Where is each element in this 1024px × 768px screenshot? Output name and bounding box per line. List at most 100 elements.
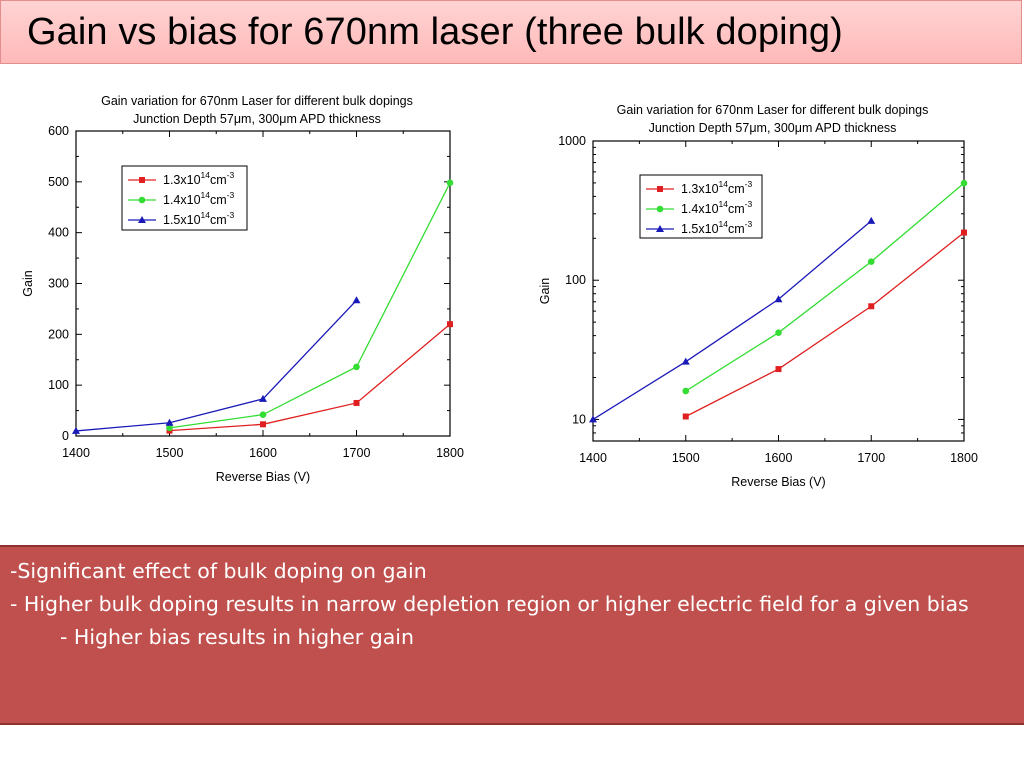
legend-marker [138, 216, 146, 223]
legend-label-unit-exponent: -3 [227, 210, 235, 220]
notes-box: -Significant effect of bulk doping on ga… [0, 545, 1024, 725]
data-point-series-1 [353, 399, 360, 406]
legend-label-base: 1.3x10 [681, 182, 719, 196]
legend-label-1: 1.3x1014cm-3 [681, 179, 753, 196]
x-tick-label: 1600 [249, 446, 277, 460]
legend-label-unit-exponent: -3 [227, 190, 235, 200]
data-point-series-3 [589, 415, 597, 423]
legend-marker [139, 177, 145, 183]
y-axis-label: Gain [21, 270, 35, 296]
slide-title: Gain vs bias for 670nm laser (three bulk… [27, 11, 843, 53]
chart-log-gain: Gain variation for 670nm Laser for diffe… [538, 103, 978, 489]
chart-title-line-1: Gain variation for 670nm Laser for diffe… [101, 94, 413, 108]
data-point-series-2 [446, 179, 454, 187]
x-axis-label: Reverse Bias (V) [731, 475, 825, 489]
legend-marker [657, 186, 663, 192]
data-point-series-3 [259, 394, 267, 402]
data-point-series-1 [260, 421, 266, 428]
data-point-series-3 [72, 426, 80, 434]
data-point-series-1 [775, 366, 782, 373]
x-tick-label: 1400 [579, 451, 607, 465]
legend: 1.3x1014cm-31.4x1014cm-31.5x1014cm-3 [639, 174, 763, 239]
x-tick-label: 1800 [950, 451, 978, 465]
data-point-series-2 [166, 424, 173, 432]
y-tick-label: 200 [48, 327, 69, 341]
data-point-series-3 [681, 357, 690, 365]
data-point-series-2 [775, 329, 782, 336]
y-tick-label: 1000 [558, 134, 586, 148]
data-point-series-1 [447, 321, 453, 328]
data-point-series-3 [867, 216, 876, 224]
legend: 1.3x1014cm-31.4x1014cm-31.5x1014cm-3 [121, 165, 248, 231]
legend-label-exponent: 14 [719, 199, 729, 209]
legend-label-unit: cm [728, 182, 745, 196]
series-line-3 [592, 220, 872, 420]
legend-marker [656, 205, 664, 213]
y-axis-label: Gain [538, 278, 552, 304]
title-bar: Gain vs bias for 670nm laser (three bulk… [0, 0, 1022, 64]
x-tick-label: 1700 [857, 451, 885, 465]
data-point-series-2 [353, 363, 360, 371]
series-line-2 [685, 182, 965, 392]
series-line-1 [685, 232, 965, 418]
note-line-3: - Higher bias results in higher gain [60, 625, 414, 649]
data-point-series-1 [868, 303, 875, 310]
series-line-2 [169, 182, 451, 429]
y-tick-label: 300 [48, 277, 69, 291]
y-tick-label: 10 [572, 412, 586, 426]
legend-label-unit: cm [210, 173, 227, 187]
legend-label-base: 1.4x10 [681, 202, 719, 216]
data-point-series-1 [682, 413, 689, 420]
x-tick-label: 1400 [62, 446, 90, 460]
data-point-series-3 [165, 418, 174, 426]
y-tick-label: 100 [48, 378, 69, 392]
y-tick-label: 0 [62, 429, 69, 443]
legend-label-3: 1.5x1014cm-3 [163, 210, 235, 227]
legend-label-2: 1.4x1014cm-3 [163, 190, 235, 207]
y-tick-label: 400 [48, 226, 69, 240]
data-point-series-2 [682, 387, 690, 395]
legend-label-base: 1.5x10 [163, 213, 201, 227]
legend-label-unit-exponent: -3 [745, 179, 753, 189]
x-tick-label: 1700 [343, 446, 371, 460]
x-tick-label: 1600 [765, 451, 793, 465]
chart-title-line-2: Junction Depth 57μm, 300μm APD thickness [133, 112, 381, 126]
legend-label-exponent: 14 [719, 219, 729, 229]
x-axis-label: Reverse Bias (V) [216, 470, 310, 484]
data-point-series-3 [774, 295, 783, 303]
x-tick-label: 1800 [436, 446, 464, 460]
legend-label-exponent: 14 [201, 190, 211, 200]
legend-label-unit: cm [728, 202, 745, 216]
legend-marker [138, 196, 146, 204]
legend-label-exponent: 14 [201, 210, 211, 220]
chart-linear-gain: Gain variation for 670nm Laser for diffe… [21, 94, 464, 484]
y-tick-label: 600 [48, 124, 69, 138]
data-point-series-2 [960, 179, 968, 187]
data-point-series-2 [867, 258, 875, 265]
legend-label-exponent: 14 [719, 179, 729, 189]
legend-marker [656, 225, 664, 232]
series-line-3 [75, 299, 357, 432]
y-tick-label: 500 [48, 175, 69, 189]
legend-label-base: 1.4x10 [163, 193, 201, 207]
legend-label-base: 1.3x10 [163, 173, 201, 187]
legend-label-unit-exponent: -3 [227, 170, 235, 180]
data-point-series-3 [352, 296, 361, 304]
y-tick-label: 100 [565, 273, 586, 287]
x-tick-label: 1500 [672, 451, 700, 465]
legend-label-unit: cm [210, 213, 227, 227]
chart-title-line-1: Gain variation for 670nm Laser for diffe… [617, 103, 929, 117]
legend-label-2: 1.4x1014cm-3 [681, 199, 753, 216]
x-tick-label: 1500 [156, 446, 184, 460]
legend-label-1: 1.3x1014cm-3 [163, 170, 235, 187]
legend-label-unit: cm [210, 193, 227, 207]
series-line-1 [169, 323, 451, 432]
charts-area: Gain variation for 670nm Laser for diffe… [21, 94, 978, 489]
data-point-series-2 [259, 411, 267, 418]
legend-label-unit: cm [728, 222, 745, 236]
legend-label-3: 1.5x1014cm-3 [681, 219, 753, 236]
chart-title-line-2: Junction Depth 57μm, 300μm APD thickness [649, 121, 897, 135]
legend-label-base: 1.5x10 [681, 222, 719, 236]
legend-label-unit-exponent: -3 [745, 219, 753, 229]
data-point-series-1 [961, 229, 967, 236]
